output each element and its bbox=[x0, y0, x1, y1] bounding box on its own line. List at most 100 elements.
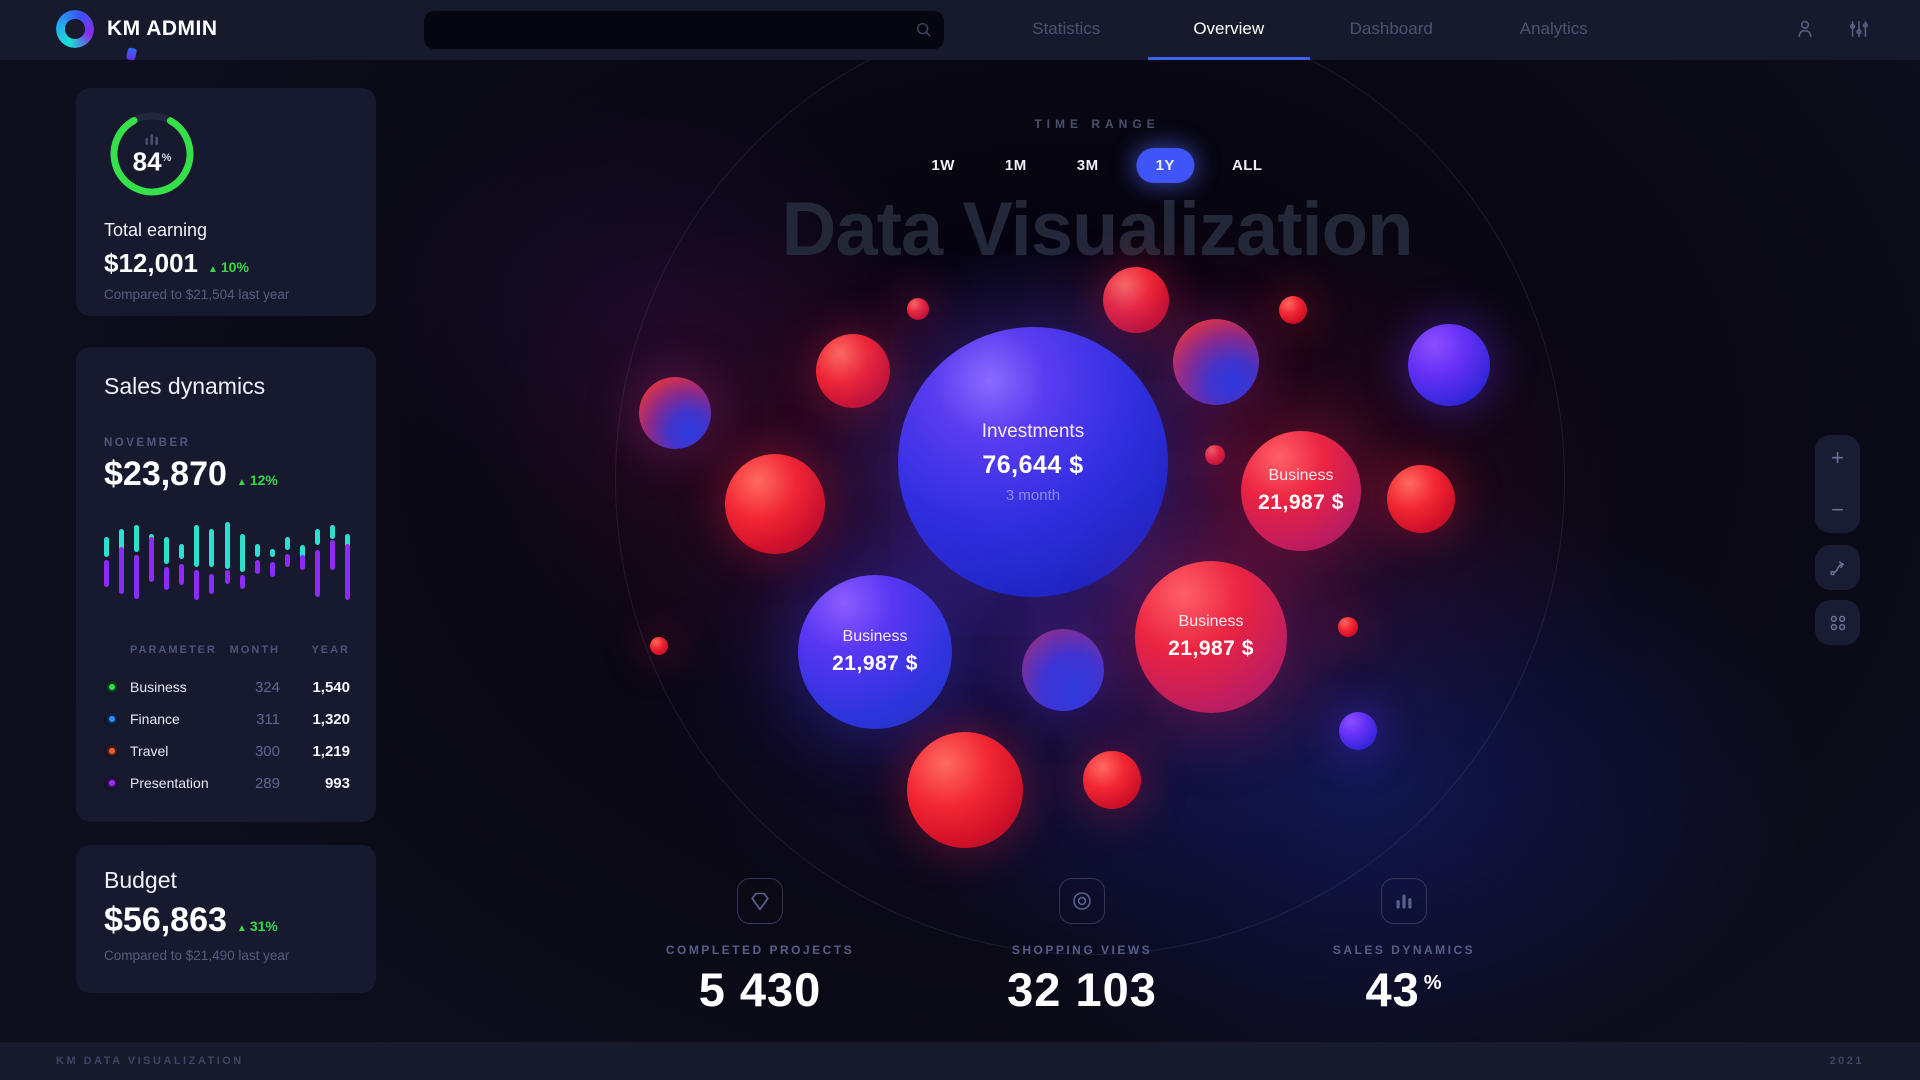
search-input[interactable] bbox=[424, 22, 904, 38]
row-label: Business bbox=[130, 679, 187, 695]
purple-bar bbox=[164, 567, 170, 590]
time-range-3m-button[interactable]: 3M bbox=[1076, 157, 1099, 174]
purple-bar bbox=[329, 540, 335, 570]
stat-label: COMPLETED PROJECTS bbox=[665, 943, 855, 957]
bubble-decorative[interactable] bbox=[1083, 751, 1141, 809]
footer-year: 2021 bbox=[1829, 1055, 1864, 1067]
bubble-decorative[interactable] bbox=[1408, 324, 1490, 406]
bubble-decorative[interactable] bbox=[816, 334, 890, 408]
brand-name: KM ADMIN bbox=[107, 17, 218, 40]
bubble-decorative[interactable] bbox=[650, 637, 668, 655]
bubble-decorative[interactable] bbox=[1279, 296, 1307, 324]
bubble-decorative[interactable] bbox=[1339, 712, 1377, 750]
dots-grid-icon bbox=[1830, 615, 1845, 630]
cyan-bar bbox=[314, 529, 320, 545]
bubble-business[interactable]: Business 21,987 $ bbox=[798, 575, 952, 729]
time-range-label: TIME RANGE bbox=[1034, 117, 1160, 131]
brand-logo[interactable]: KM ADMIN bbox=[56, 10, 218, 61]
table-row: Business 324 1,540 bbox=[104, 671, 350, 703]
budget-amount: $56,863 bbox=[104, 901, 227, 939]
search-icon[interactable] bbox=[904, 11, 944, 49]
sales-table: PARAMETER MONTH YEAR Business 324 1,540 Financ… bbox=[104, 639, 350, 799]
time-range-1w-button[interactable]: 1W bbox=[931, 157, 955, 174]
earning-delta: ▲ 10% bbox=[207, 259, 249, 275]
bubble-business[interactable]: Business 21,987 $ bbox=[1135, 561, 1287, 713]
bubble-decorative[interactable] bbox=[1173, 319, 1259, 405]
row-year-value: 1,219 bbox=[312, 742, 350, 760]
mini-bars-icon bbox=[145, 134, 158, 146]
nav-link-statistics[interactable]: Statistics bbox=[1032, 19, 1101, 38]
row-month-value: 324 bbox=[254, 678, 280, 696]
row-label: Presentation bbox=[130, 775, 209, 791]
purple-bar bbox=[224, 570, 230, 584]
column-header-year: YEAR bbox=[311, 644, 350, 656]
sales-dynamics-card: Sales dynamics NOVEMBER $23,870 ▲ 12% PAR… bbox=[76, 347, 376, 822]
zoom-in-button[interactable]: + bbox=[1831, 445, 1844, 470]
purple-bar bbox=[119, 547, 125, 594]
time-range-1y-button[interactable]: 1Y bbox=[1136, 148, 1194, 183]
sales-title: Sales dynamics bbox=[104, 373, 266, 399]
zoom-control: + − bbox=[1815, 435, 1860, 533]
budget-amount-row: $56,863 ▲ 31% bbox=[104, 901, 278, 940]
nav-link-dashboard[interactable]: Dashboard bbox=[1349, 19, 1433, 38]
nav-link-analytics[interactable]: Analytics bbox=[1519, 19, 1588, 38]
footer-brand-text: KM DATA VISUALIZATION bbox=[56, 1055, 244, 1067]
settings-sliders-icon[interactable] bbox=[1846, 14, 1872, 44]
time-range-1m-button[interactable]: 1M bbox=[1004, 157, 1027, 174]
bubble-value: 21,987 $ bbox=[1258, 491, 1344, 514]
bubble-decorative[interactable] bbox=[1103, 267, 1169, 333]
budget-delta: ▲ 31% bbox=[236, 918, 278, 934]
mini-chart-column bbox=[194, 519, 200, 605]
bubble-decorative[interactable] bbox=[639, 377, 711, 449]
table-row: Finance 311 1,320 bbox=[104, 703, 350, 735]
route-arrow-icon bbox=[1829, 560, 1844, 575]
bubble-decorative[interactable] bbox=[725, 454, 825, 554]
bubble-decorative[interactable] bbox=[1338, 617, 1358, 637]
km-logo-tail bbox=[125, 47, 138, 61]
cyan-bar bbox=[119, 529, 125, 554]
purple-bar bbox=[345, 544, 350, 600]
row-year-value: 1,320 bbox=[312, 710, 350, 728]
gem-icon bbox=[737, 878, 783, 924]
row-month-value: 311 bbox=[256, 710, 280, 728]
earning-percent: 84% bbox=[132, 146, 172, 177]
mini-chart-column bbox=[254, 519, 260, 605]
purple-bar bbox=[104, 560, 109, 587]
stat-shopping-views: SHOPPING VIEWS 32 103 bbox=[952, 878, 1212, 1017]
time-range-all-button[interactable]: ALL bbox=[1231, 157, 1263, 174]
bubble-business[interactable]: Business 21,987 $ bbox=[1241, 431, 1361, 551]
bubble-investments[interactable]: Investments 76,644 $ 3 month bbox=[898, 327, 1168, 597]
bubble-decorative[interactable] bbox=[907, 298, 929, 320]
dots-grid-button[interactable] bbox=[1815, 600, 1860, 645]
budget-card: Budget $56,863 ▲ 31% Compared to $21,490 … bbox=[76, 845, 376, 993]
cyan-bar bbox=[209, 529, 215, 567]
user-profile-icon[interactable] bbox=[1792, 14, 1818, 44]
purple-bar bbox=[149, 537, 155, 582]
legend-dot bbox=[104, 679, 119, 695]
cyan-bar bbox=[269, 549, 275, 557]
cyan-bar bbox=[224, 522, 230, 569]
mini-chart-column bbox=[314, 519, 320, 605]
purple-bar bbox=[314, 550, 320, 597]
route-arrow-button[interactable] bbox=[1815, 545, 1860, 590]
cyan-bar bbox=[299, 545, 305, 559]
mini-chart-column bbox=[329, 519, 335, 605]
legend-dot bbox=[104, 775, 119, 791]
bubble-label: Business bbox=[1178, 613, 1244, 630]
nav-link-overview[interactable]: Overview bbox=[1147, 0, 1310, 60]
row-year-value: 993 bbox=[324, 774, 350, 792]
table-row: Travel 300 1,219 bbox=[104, 735, 350, 767]
bubble-value: 76,644 $ bbox=[982, 450, 1084, 479]
bubble-decorative[interactable] bbox=[1387, 465, 1455, 533]
purple-bar bbox=[134, 555, 140, 599]
bubble-decorative[interactable] bbox=[907, 732, 1023, 848]
zoom-out-button[interactable]: − bbox=[1831, 497, 1844, 522]
bubble-decorative[interactable] bbox=[1205, 445, 1225, 465]
triangle-up-icon: ▲ bbox=[236, 923, 247, 934]
mini-chart-column bbox=[299, 519, 305, 605]
main-nav: Statistics Overview Dashboard Analytics bbox=[985, 0, 1635, 60]
purple-bar bbox=[209, 574, 215, 594]
sales-table-header: PARAMETER MONTH YEAR bbox=[104, 639, 350, 661]
bubble-decorative[interactable] bbox=[1022, 629, 1104, 711]
